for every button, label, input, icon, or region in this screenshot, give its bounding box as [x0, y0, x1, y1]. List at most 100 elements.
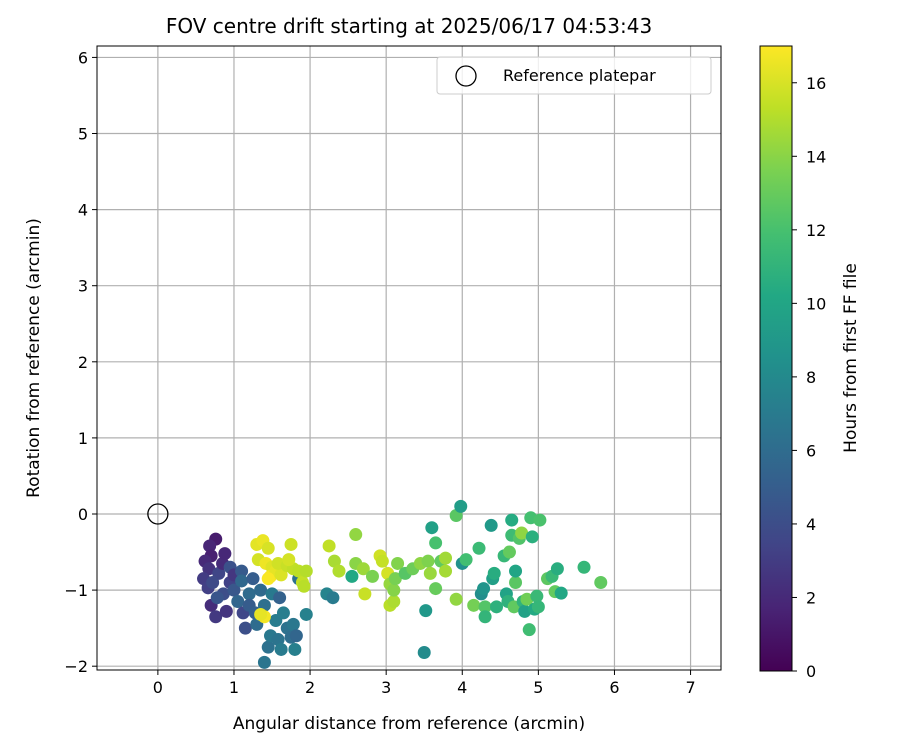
colorbar-tick-label: 6 [806, 441, 816, 460]
data-point [273, 591, 287, 605]
colorbar-gradient [759, 45, 793, 672]
data-point [218, 547, 232, 561]
data-point [594, 575, 608, 589]
data-point [261, 640, 275, 654]
data-point [522, 623, 536, 637]
data-point [299, 564, 313, 578]
data-point [297, 579, 311, 593]
data-point [284, 537, 298, 551]
data-point [478, 600, 492, 614]
colorbar-ticks: 0 2 4 6 8 10 12 14 16 [792, 74, 826, 681]
colorbar-label: Hours from first FF file [841, 263, 861, 453]
x-tick-label: 2 [305, 678, 315, 697]
data-point [417, 645, 431, 659]
data-point [356, 562, 370, 576]
data-point [425, 521, 439, 535]
legend-entry-reference: Reference platepar [503, 66, 656, 85]
x-tick-label: 5 [533, 678, 543, 697]
colorbar-tick-label: 14 [806, 147, 826, 166]
data-point [242, 587, 256, 601]
colorbar-tick-label: 2 [806, 588, 816, 607]
y-tick-label: −2 [64, 657, 88, 676]
data-point [365, 569, 379, 583]
data-point [202, 562, 216, 576]
x-axis-label: Angular distance from reference (arcmin) [233, 714, 585, 734]
colorbar-tick-label: 0 [806, 662, 816, 681]
y-tick-label: 5 [78, 125, 88, 144]
data-point [530, 589, 544, 603]
data-point [439, 564, 453, 578]
data-point [423, 566, 437, 580]
data-point [206, 575, 220, 589]
data-point [212, 566, 226, 580]
colorbar-tick-label: 4 [806, 515, 816, 534]
data-point [332, 564, 346, 578]
data-point [554, 586, 568, 600]
legend-box [436, 56, 712, 95]
data-point [391, 556, 405, 570]
data-point [533, 513, 547, 527]
y-tick-label: 4 [78, 201, 88, 220]
data-point [459, 553, 473, 567]
x-tick-label: 7 [685, 678, 695, 697]
y-tick-label: 1 [78, 429, 88, 448]
data-point [429, 582, 443, 596]
axis-ticks: 0 1 2 3 4 5 6 7 −2 −1 0 1 2 3 4 5 6 [64, 48, 695, 697]
x-tick-label: 3 [381, 678, 391, 697]
data-point [299, 607, 313, 621]
data-point [454, 499, 468, 513]
data-point [467, 598, 481, 612]
data-point [439, 551, 453, 565]
data-point [349, 528, 363, 542]
data-point [282, 553, 296, 567]
data-point [518, 604, 532, 618]
data-point [261, 572, 275, 586]
plot-frame [96, 45, 722, 671]
data-point [421, 554, 435, 568]
data-point [387, 595, 401, 609]
data-point [271, 633, 285, 647]
x-tick-label: 6 [609, 678, 619, 697]
data-point [487, 566, 501, 580]
data-point [235, 564, 249, 578]
colorbar: 0 2 4 6 8 10 12 14 16 Hours from first FF file [759, 45, 861, 681]
data-point [419, 604, 433, 618]
colorbar-tick-label: 16 [806, 74, 826, 93]
data-point [345, 569, 359, 583]
data-point [515, 526, 529, 540]
data-point [210, 591, 224, 605]
grid [97, 46, 721, 670]
data-point [238, 621, 252, 635]
data-point [388, 572, 402, 586]
data-point [577, 560, 591, 574]
data-point [288, 642, 302, 656]
y-tick-label: 0 [78, 505, 88, 524]
data-point [276, 606, 290, 620]
data-point [490, 600, 504, 614]
data-point [472, 541, 486, 555]
y-axis-label: Rotation from reference (arcmin) [24, 218, 44, 498]
x-tick-label: 4 [457, 678, 467, 697]
data-point [429, 536, 443, 550]
data-point [478, 610, 492, 624]
colorbar-tick-label: 10 [806, 294, 826, 313]
data-point [257, 655, 271, 669]
legend-marker-icon [455, 65, 477, 87]
x-tick-label: 1 [229, 678, 239, 697]
data-point [484, 518, 498, 532]
data-point [531, 600, 545, 614]
x-tick-label: 0 [153, 678, 163, 697]
data-point [477, 582, 491, 596]
data-point [246, 572, 260, 586]
colorbar-tick-label: 8 [806, 368, 816, 387]
data-point [509, 564, 523, 578]
y-tick-label: 2 [78, 353, 88, 372]
data-point [387, 583, 401, 597]
data-point [209, 610, 223, 624]
data-point [261, 541, 275, 555]
data-point [227, 583, 241, 597]
data-point [274, 642, 288, 656]
data-points [147, 499, 608, 669]
y-tick-label: 3 [78, 277, 88, 296]
